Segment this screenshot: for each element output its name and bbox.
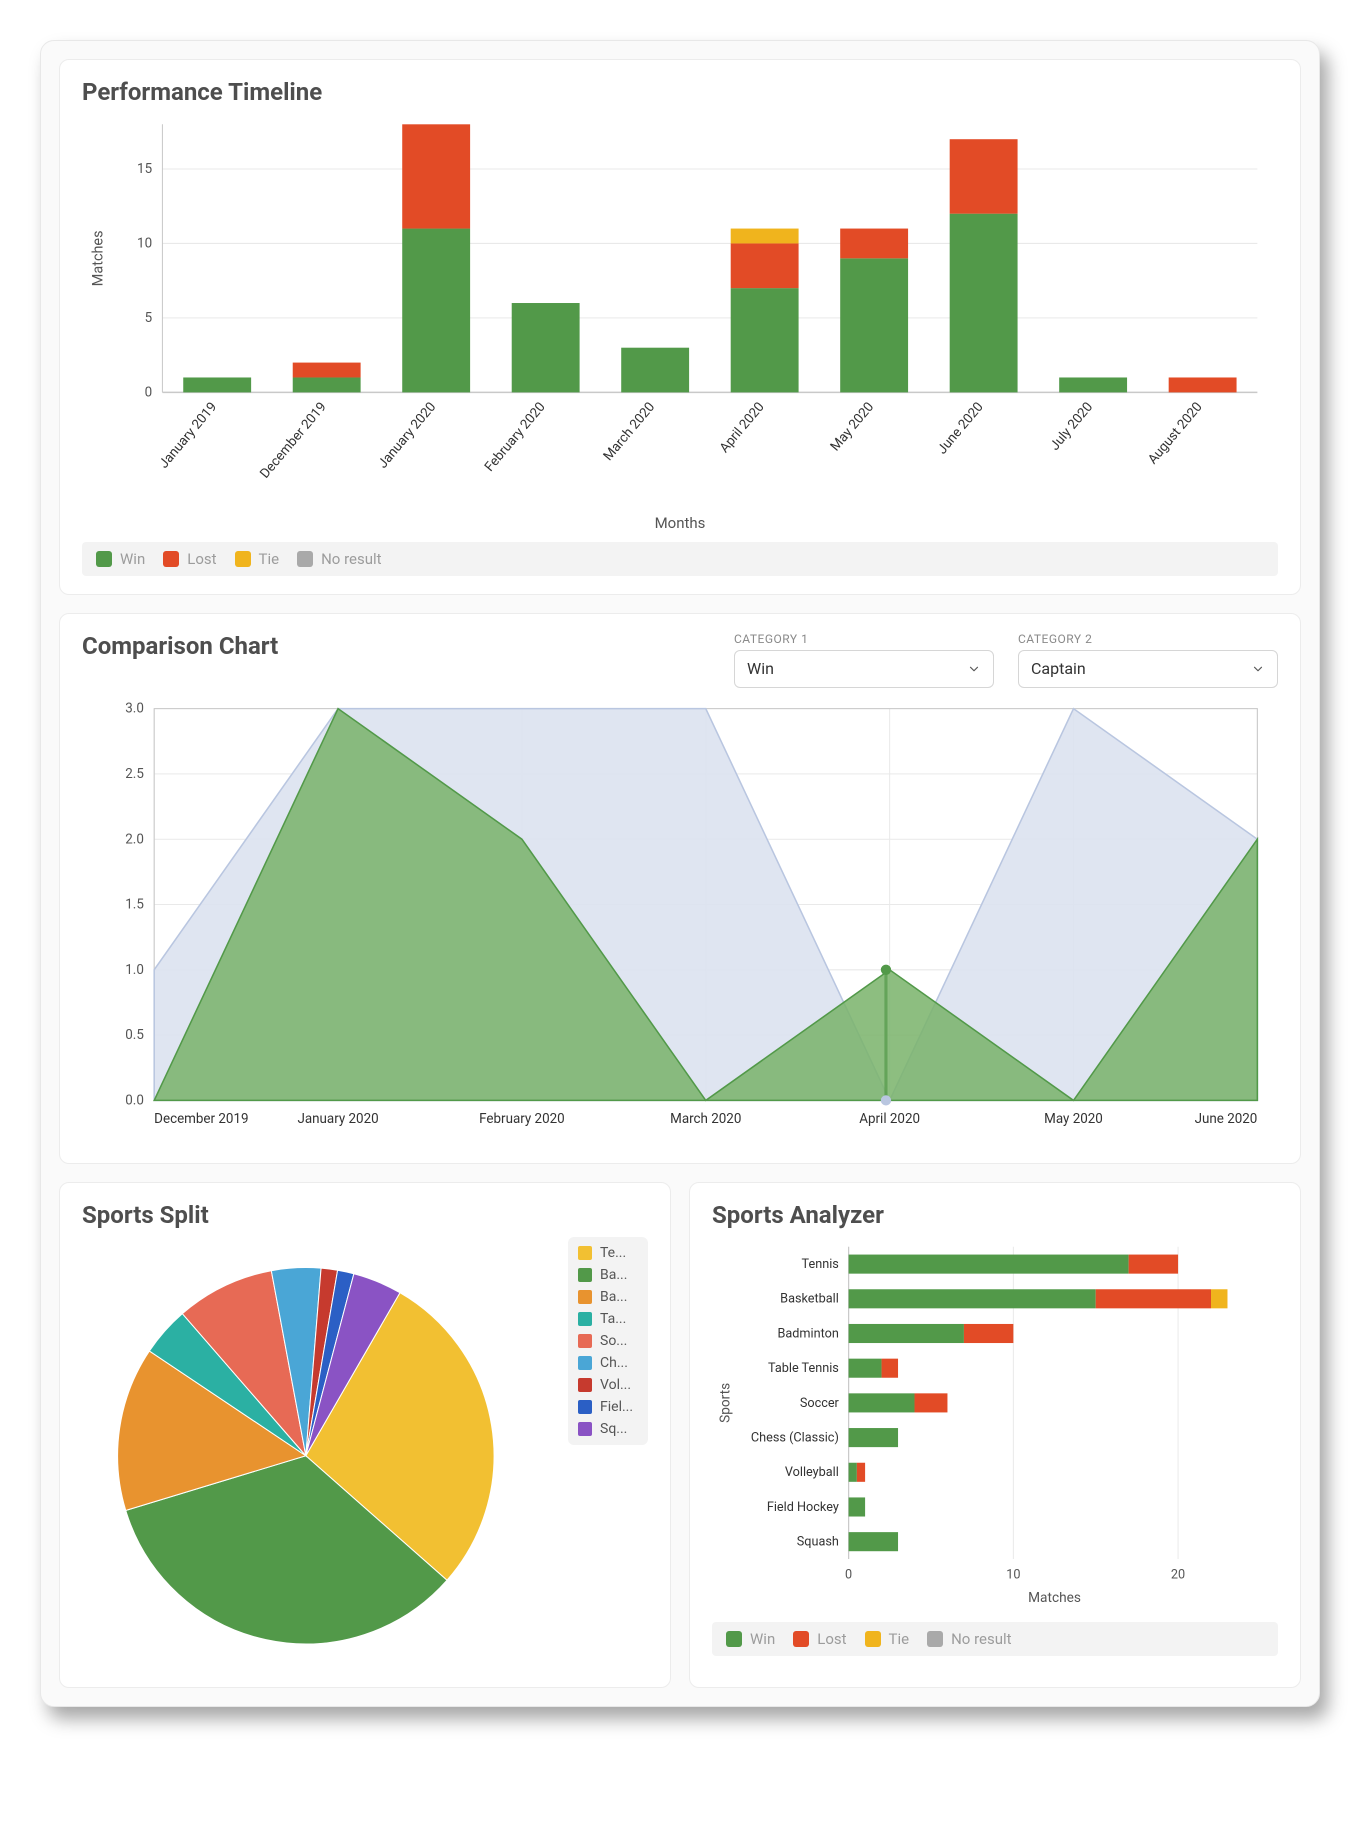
svg-text:Basketball: Basketball xyxy=(780,1292,839,1307)
svg-text:15: 15 xyxy=(137,162,152,177)
legend-item[interactable]: Te... xyxy=(578,1245,638,1261)
category-1-label: CATEGORY 1 xyxy=(734,632,994,646)
svg-text:August 2020: August 2020 xyxy=(1146,400,1206,468)
svg-text:Soccer: Soccer xyxy=(800,1396,840,1411)
svg-text:0.5: 0.5 xyxy=(125,1028,144,1043)
svg-text:5: 5 xyxy=(145,311,153,326)
category-2-group: CATEGORY 2 Captain xyxy=(1018,632,1278,688)
legend-item[interactable]: Sq... xyxy=(578,1421,638,1437)
svg-text:December 2019: December 2019 xyxy=(154,1112,248,1127)
category-2-label: CATEGORY 2 xyxy=(1018,632,1278,646)
comparison-chart: 0.0 0.5 1.0 1.5 2.0 2.5 3.0 December 2019 Januar… xyxy=(82,688,1278,1146)
legend-item[interactable]: So... xyxy=(578,1333,638,1349)
legend-item[interactable]: Fiel... xyxy=(578,1399,638,1415)
category-2-value: Captain xyxy=(1031,659,1086,678)
category-1-select[interactable]: Win xyxy=(734,650,994,688)
svg-text:0: 0 xyxy=(845,1568,852,1583)
sports-split-title: Sports Split xyxy=(82,1201,648,1229)
svg-text:Tennis: Tennis xyxy=(802,1257,839,1272)
svg-text:Volleyball: Volleyball xyxy=(785,1466,839,1481)
legend-item[interactable]: Lost xyxy=(163,550,216,568)
chevron-down-icon xyxy=(967,662,981,676)
svg-text:0.0: 0.0 xyxy=(125,1093,144,1108)
svg-text:May 2020: May 2020 xyxy=(828,400,877,455)
card-comparison-chart: Comparison Chart CATEGORY 1 Win CATEGORY… xyxy=(59,613,1301,1165)
card-performance-timeline: Performance Timeline 0 5 10 15 Matches Januar… xyxy=(59,59,1301,595)
sports-split-legend: Te... Ba... Ba... Ta... So... Ch... Vol... Fiel… xyxy=(568,1237,648,1445)
svg-text:Field Hockey: Field Hockey xyxy=(767,1500,839,1515)
svg-text:2.0: 2.0 xyxy=(125,832,144,847)
svg-text:1.0: 1.0 xyxy=(125,963,144,978)
legend-item[interactable]: No result xyxy=(297,550,381,568)
sports-analyzer-title: Sports Analyzer xyxy=(712,1201,1278,1229)
svg-text:January 2020: January 2020 xyxy=(297,1112,378,1127)
svg-text:December 2019: December 2019 xyxy=(258,400,330,482)
svg-text:January 2020: January 2020 xyxy=(376,400,440,472)
svg-text:10: 10 xyxy=(1006,1568,1020,1583)
legend-item[interactable]: Lost xyxy=(793,1630,846,1648)
legend-item[interactable]: Ch... xyxy=(578,1355,638,1371)
svg-text:March 2020: March 2020 xyxy=(670,1112,741,1127)
comparison-title: Comparison Chart xyxy=(82,632,278,660)
card-sports-split: Sports Split Te... Ba... Ba... Ta... So... Ch… xyxy=(59,1182,671,1687)
svg-text:3.0: 3.0 xyxy=(125,702,144,717)
svg-text:April 2020: April 2020 xyxy=(717,400,768,456)
legend-item[interactable]: No result xyxy=(927,1630,1011,1648)
legend-item[interactable]: Tie xyxy=(235,550,280,568)
svg-text:Chess (Classic): Chess (Classic) xyxy=(751,1431,839,1446)
svg-text:June 2020: June 2020 xyxy=(1195,1112,1258,1127)
svg-text:January 2019: January 2019 xyxy=(157,400,221,472)
svg-text:May 2020: May 2020 xyxy=(1044,1112,1103,1127)
category-1-value: Win xyxy=(747,659,774,678)
timeline-chart: 0 5 10 15 Matches January 2019 December 2019 Ja… xyxy=(82,114,1278,510)
sports-analyzer-legend: Win Lost Tie No result xyxy=(712,1622,1278,1656)
svg-text:2.5: 2.5 xyxy=(125,767,144,782)
svg-text:Badminton: Badminton xyxy=(777,1327,838,1342)
timeline-x-axis-label: Months xyxy=(82,514,1278,532)
category-1-group: CATEGORY 1 Win xyxy=(734,632,994,688)
legend-item[interactable]: Ba... xyxy=(578,1267,638,1283)
category-2-select[interactable]: Captain xyxy=(1018,650,1278,688)
svg-text:Matches: Matches xyxy=(90,230,107,286)
svg-text:April 2020: April 2020 xyxy=(859,1112,920,1127)
legend-item[interactable]: Vol... xyxy=(578,1377,638,1393)
legend-item[interactable]: Win xyxy=(96,550,145,568)
timeline-legend: Win Lost Tie No result xyxy=(82,542,1278,576)
chevron-down-icon xyxy=(1251,662,1265,676)
svg-text:February 2020: February 2020 xyxy=(482,400,548,475)
svg-text:February 2020: February 2020 xyxy=(479,1112,565,1127)
legend-item[interactable]: Ba... xyxy=(578,1289,638,1305)
sports-analyzer-chart: 0 10 20 Sports Matches Tennis Basketball Badmin… xyxy=(712,1237,1278,1612)
svg-text:1.5: 1.5 xyxy=(125,897,144,912)
svg-text:10: 10 xyxy=(137,237,152,252)
legend-item[interactable]: Win xyxy=(726,1630,775,1648)
svg-text:Table Tennis: Table Tennis xyxy=(768,1362,839,1377)
svg-text:20: 20 xyxy=(1171,1568,1185,1583)
timeline-title: Performance Timeline xyxy=(82,78,1278,106)
sports-split-chart xyxy=(82,1237,550,1668)
svg-text:July 2020: July 2020 xyxy=(1048,400,1097,454)
svg-text:Matches: Matches xyxy=(1028,1590,1081,1606)
svg-text:June 2020: June 2020 xyxy=(935,400,987,458)
svg-text:March 2020: March 2020 xyxy=(601,400,658,464)
svg-text:0: 0 xyxy=(145,385,153,400)
legend-item[interactable]: Tie xyxy=(865,1630,910,1648)
svg-text:Sports: Sports xyxy=(718,1383,734,1423)
dashboard: Performance Timeline 0 5 10 15 Matches Januar… xyxy=(40,40,1320,1707)
svg-text:Squash: Squash xyxy=(797,1535,839,1550)
legend-item[interactable]: Ta... xyxy=(578,1311,638,1327)
card-sports-analyzer: Sports Analyzer 0 10 20 Sports Matches Tennis… xyxy=(689,1182,1301,1687)
